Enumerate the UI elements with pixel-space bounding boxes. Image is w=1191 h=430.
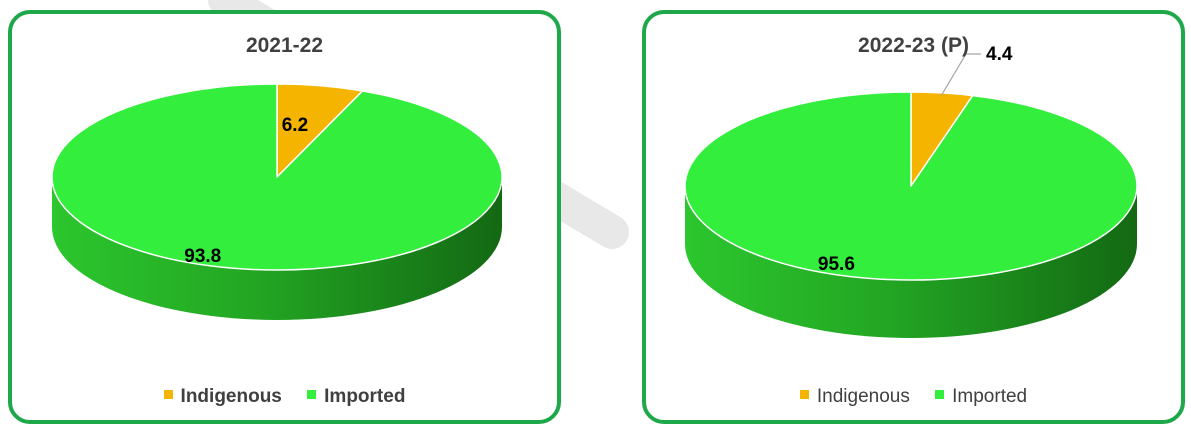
chart-panel-2022-23: 4.4 95.6 2022-23 (P) Indigenous Imported [642,10,1185,424]
data-label-imported: 93.8 [184,246,221,267]
legend-item-imported: Imported [307,386,405,408]
pie-side-wall [52,177,502,320]
legend-label-indigenous: Indigenous [816,386,910,407]
chart-legend: Indigenous Imported [646,386,1181,408]
legend-swatch-indigenous [799,390,809,400]
chart-title: 2021-22 [245,34,324,57]
pie-chart-2021-22: 6.2 93.8 [51,83,503,320]
leader-line [940,53,981,96]
legend-item-imported: Imported [935,386,1027,408]
pie-chart-2022-23: 4.4 95.6 [684,44,1138,338]
pie-slice-imported [684,91,1138,281]
pie-side-wall [685,186,1137,338]
chart-title: 2022-23 (P) [858,34,969,57]
pie-slice-imported [51,83,503,271]
legend-label-imported: Imported [952,386,1028,407]
legend-label-imported: Imported [324,386,406,407]
legend-item-indigenous: Indigenous [163,386,282,408]
legend-swatch-imported [935,390,945,400]
data-label-imported: 95.6 [818,254,855,275]
chart-legend: Indigenous Imported [12,386,557,408]
legend-item-indigenous: Indigenous [799,386,910,408]
data-label-indigenous: 6.2 [282,115,308,136]
legend-swatch-indigenous [163,390,173,400]
data-label-indigenous: 4.4 [986,44,1013,65]
legend-label-indigenous: Indigenous [180,386,282,407]
legend-swatch-imported [307,390,317,400]
chart-panel-2021-22: 6.2 93.8 2021-22 Indigenous Imported [8,10,561,424]
